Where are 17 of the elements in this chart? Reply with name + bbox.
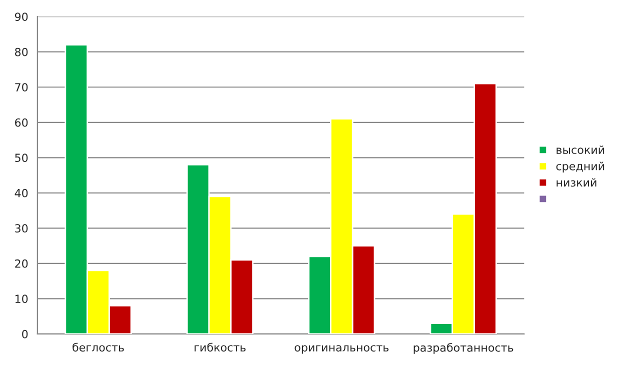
- legend-label: высокий: [556, 145, 604, 154]
- legend-label: низкий: [556, 178, 596, 187]
- y-tick-label: 70: [15, 83, 28, 92]
- x-tick-label: беглость: [72, 342, 124, 352]
- x-tick-label: разработанность: [414, 342, 514, 354]
- x-tick-label: гибкость: [194, 342, 246, 352]
- y-tick-label: 60: [15, 118, 28, 127]
- legend-label: средний: [556, 162, 604, 172]
- y-tick-label: 50: [15, 154, 28, 162]
- y-tick-label: 80: [15, 48, 28, 56]
- y-tick-label: 30: [15, 224, 28, 233]
- x-tick-label: оригинальность: [294, 345, 389, 354]
- y-tick-label: 40: [14, 188, 28, 198]
- y-tick-label: 0: [22, 330, 28, 338]
- y-tick-label: 20: [15, 259, 28, 268]
- y-tick-label: 10: [15, 294, 28, 304]
- y-tick-label: 90: [14, 12, 28, 21]
